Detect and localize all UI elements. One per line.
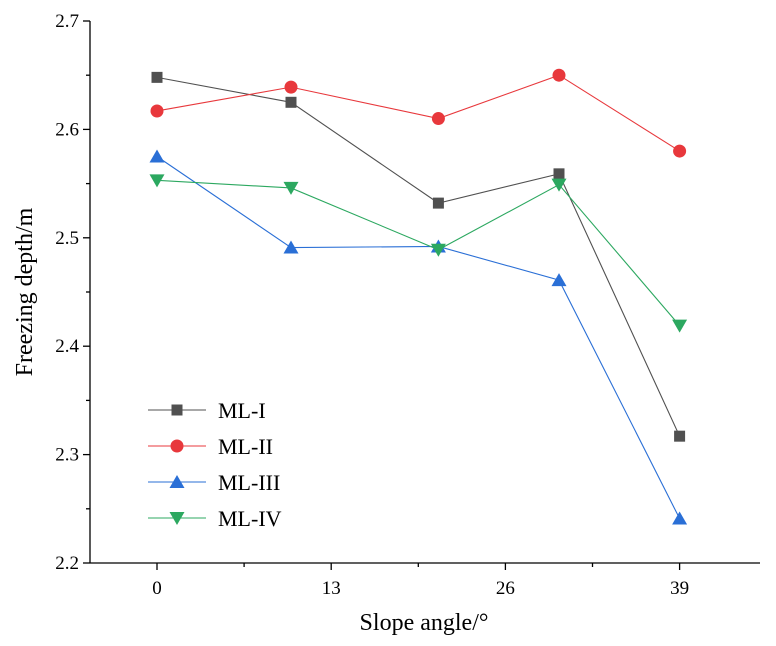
data-point [673,144,687,158]
data-point [672,319,688,333]
y-tick-label: 2.4 [55,336,79,357]
data-point [285,96,297,108]
legend-item: ML-I [148,398,266,423]
data-point [672,511,688,525]
x-tick-label: 0 [152,578,162,599]
x-tick-label: 39 [670,578,689,599]
data-point [430,243,446,257]
legend-item: ML-III [148,470,280,495]
legend-label: ML-I [218,398,266,423]
x-tick-label: 26 [496,578,515,599]
ticks: 2.2 2.3 2.4 2.5 2.6 2.7 0 13 26 39 [55,11,689,599]
data-point [432,197,444,209]
data-point [149,149,165,163]
series-1 [151,71,686,442]
data-point [284,80,298,94]
y-tick-label: 2.5 [55,228,79,249]
series-line [156,156,681,519]
data-point [283,240,299,254]
data-point [551,178,567,192]
series-layer [149,68,688,525]
x-tick-label: 13 [322,578,341,599]
data-point [674,430,686,442]
series-2 [150,68,687,158]
series-3 [149,149,688,525]
legend-item: ML-IV [148,506,282,531]
legend-label: ML-II [218,434,273,459]
legend-marker [170,439,184,453]
series-line [156,76,681,437]
legend-marker [169,475,185,488]
y-axis-title: Freezing depth/m [12,207,38,376]
legend-marker [169,512,185,525]
series-line [156,74,680,152]
data-point [431,112,445,126]
y-tick-label: 2.6 [55,119,79,140]
data-point [551,273,567,287]
y-tick-label: 2.3 [55,445,79,466]
data-point [552,68,566,82]
y-tick-label: 2.7 [55,11,79,32]
series-line [156,179,681,326]
series-4 [149,174,688,333]
data-point [149,174,165,188]
legend-label: ML-IV [218,506,282,531]
x-axis-title: Slope angle/° [360,610,489,636]
data-point [150,104,164,118]
data-point [283,181,299,195]
legend-label: ML-III [218,470,280,495]
data-point [553,168,565,180]
legend-marker [171,404,183,416]
y-tick-label: 2.2 [55,553,79,574]
data-point [151,71,163,83]
legend-item: ML-II [148,434,273,459]
legend: ML-I ML-II ML-III ML-IV [148,398,282,531]
